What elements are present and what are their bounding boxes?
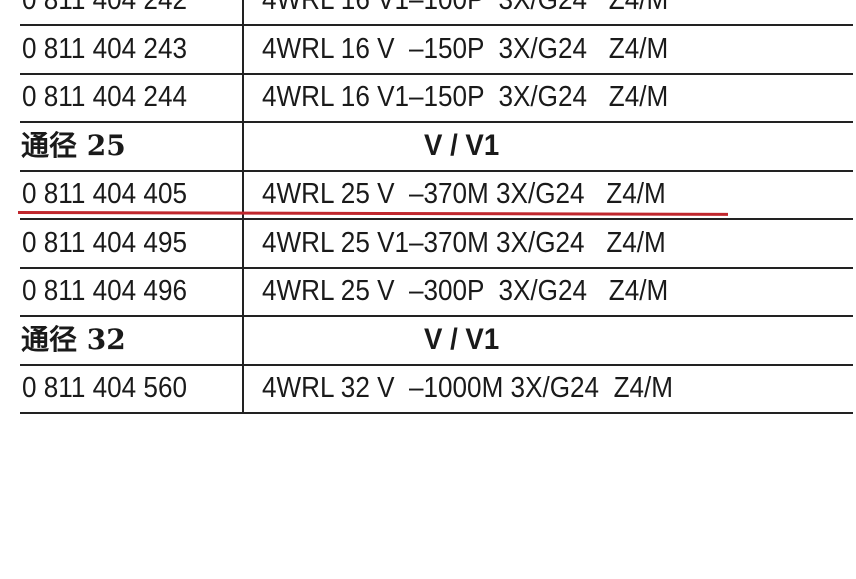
model-designation: 4WRL 16 V1–150P 3X/G24 Z4/M (262, 81, 669, 113)
model-designation: 4WRL 25 V –300P 3X/G24 Z4/M (262, 275, 669, 307)
section-header-row: 通径 32 V / V1 (20, 316, 853, 366)
variant-label: V / V1 (424, 128, 500, 162)
nominal-size-label: 通径 25 (21, 128, 126, 162)
part-number: 0 811 404 560 (22, 372, 187, 404)
part-number: 0 811 404 405 (22, 178, 187, 210)
model-designation: 4WRL 25 V –370M 3X/G24 Z4/M (262, 178, 666, 210)
section-header-row: 通径 25 V / V1 (20, 122, 853, 172)
column-divider (242, 0, 244, 413)
table-row: 0 811 404 560 4WRL 32 V –1000M 3X/G24 Z4/… (20, 364, 853, 414)
part-number: 0 811 404 243 (22, 32, 187, 65)
model-designation: 4WRL 16 V1–100P 3X/G24 Z4/M (262, 0, 669, 16)
part-number: 0 811 404 495 (22, 226, 187, 259)
table-row: 0 811 404 242 4WRL 16 V1–100P 3X/G24 Z4/M (20, 0, 853, 26)
model-designation: 4WRL 16 V –150P 3X/G24 Z4/M (262, 32, 669, 65)
part-number: 0 811 404 244 (22, 81, 187, 113)
table-row: 0 811 404 495 4WRL 25 V1–370M 3X/G24 Z4/M (20, 219, 853, 269)
table-row: 0 811 404 496 4WRL 25 V –300P 3X/G24 Z4/M (20, 267, 853, 317)
part-number: 0 811 404 496 (22, 275, 187, 307)
table-row: 0 811 404 243 4WRL 16 V –150P 3X/G24 Z4/M (20, 25, 853, 75)
table-row: 0 811 404 244 4WRL 16 V1–150P 3X/G24 Z4/M (20, 73, 853, 123)
table-row: 0 811 404 405 4WRL 25 V –370M 3X/G24 Z4/M (20, 170, 853, 220)
variant-label: V / V1 (424, 322, 500, 356)
model-designation: 4WRL 32 V –1000M 3X/G24 Z4/M (262, 372, 674, 404)
nominal-size-label: 通径 32 (21, 322, 126, 356)
model-designation: 4WRL 25 V1–370M 3X/G24 Z4/M (262, 226, 666, 259)
valve-part-table: 0 811 404 242 4WRL 16 V1–100P 3X/G24 Z4/M… (20, 0, 853, 414)
part-number: 0 811 404 242 (22, 0, 187, 16)
